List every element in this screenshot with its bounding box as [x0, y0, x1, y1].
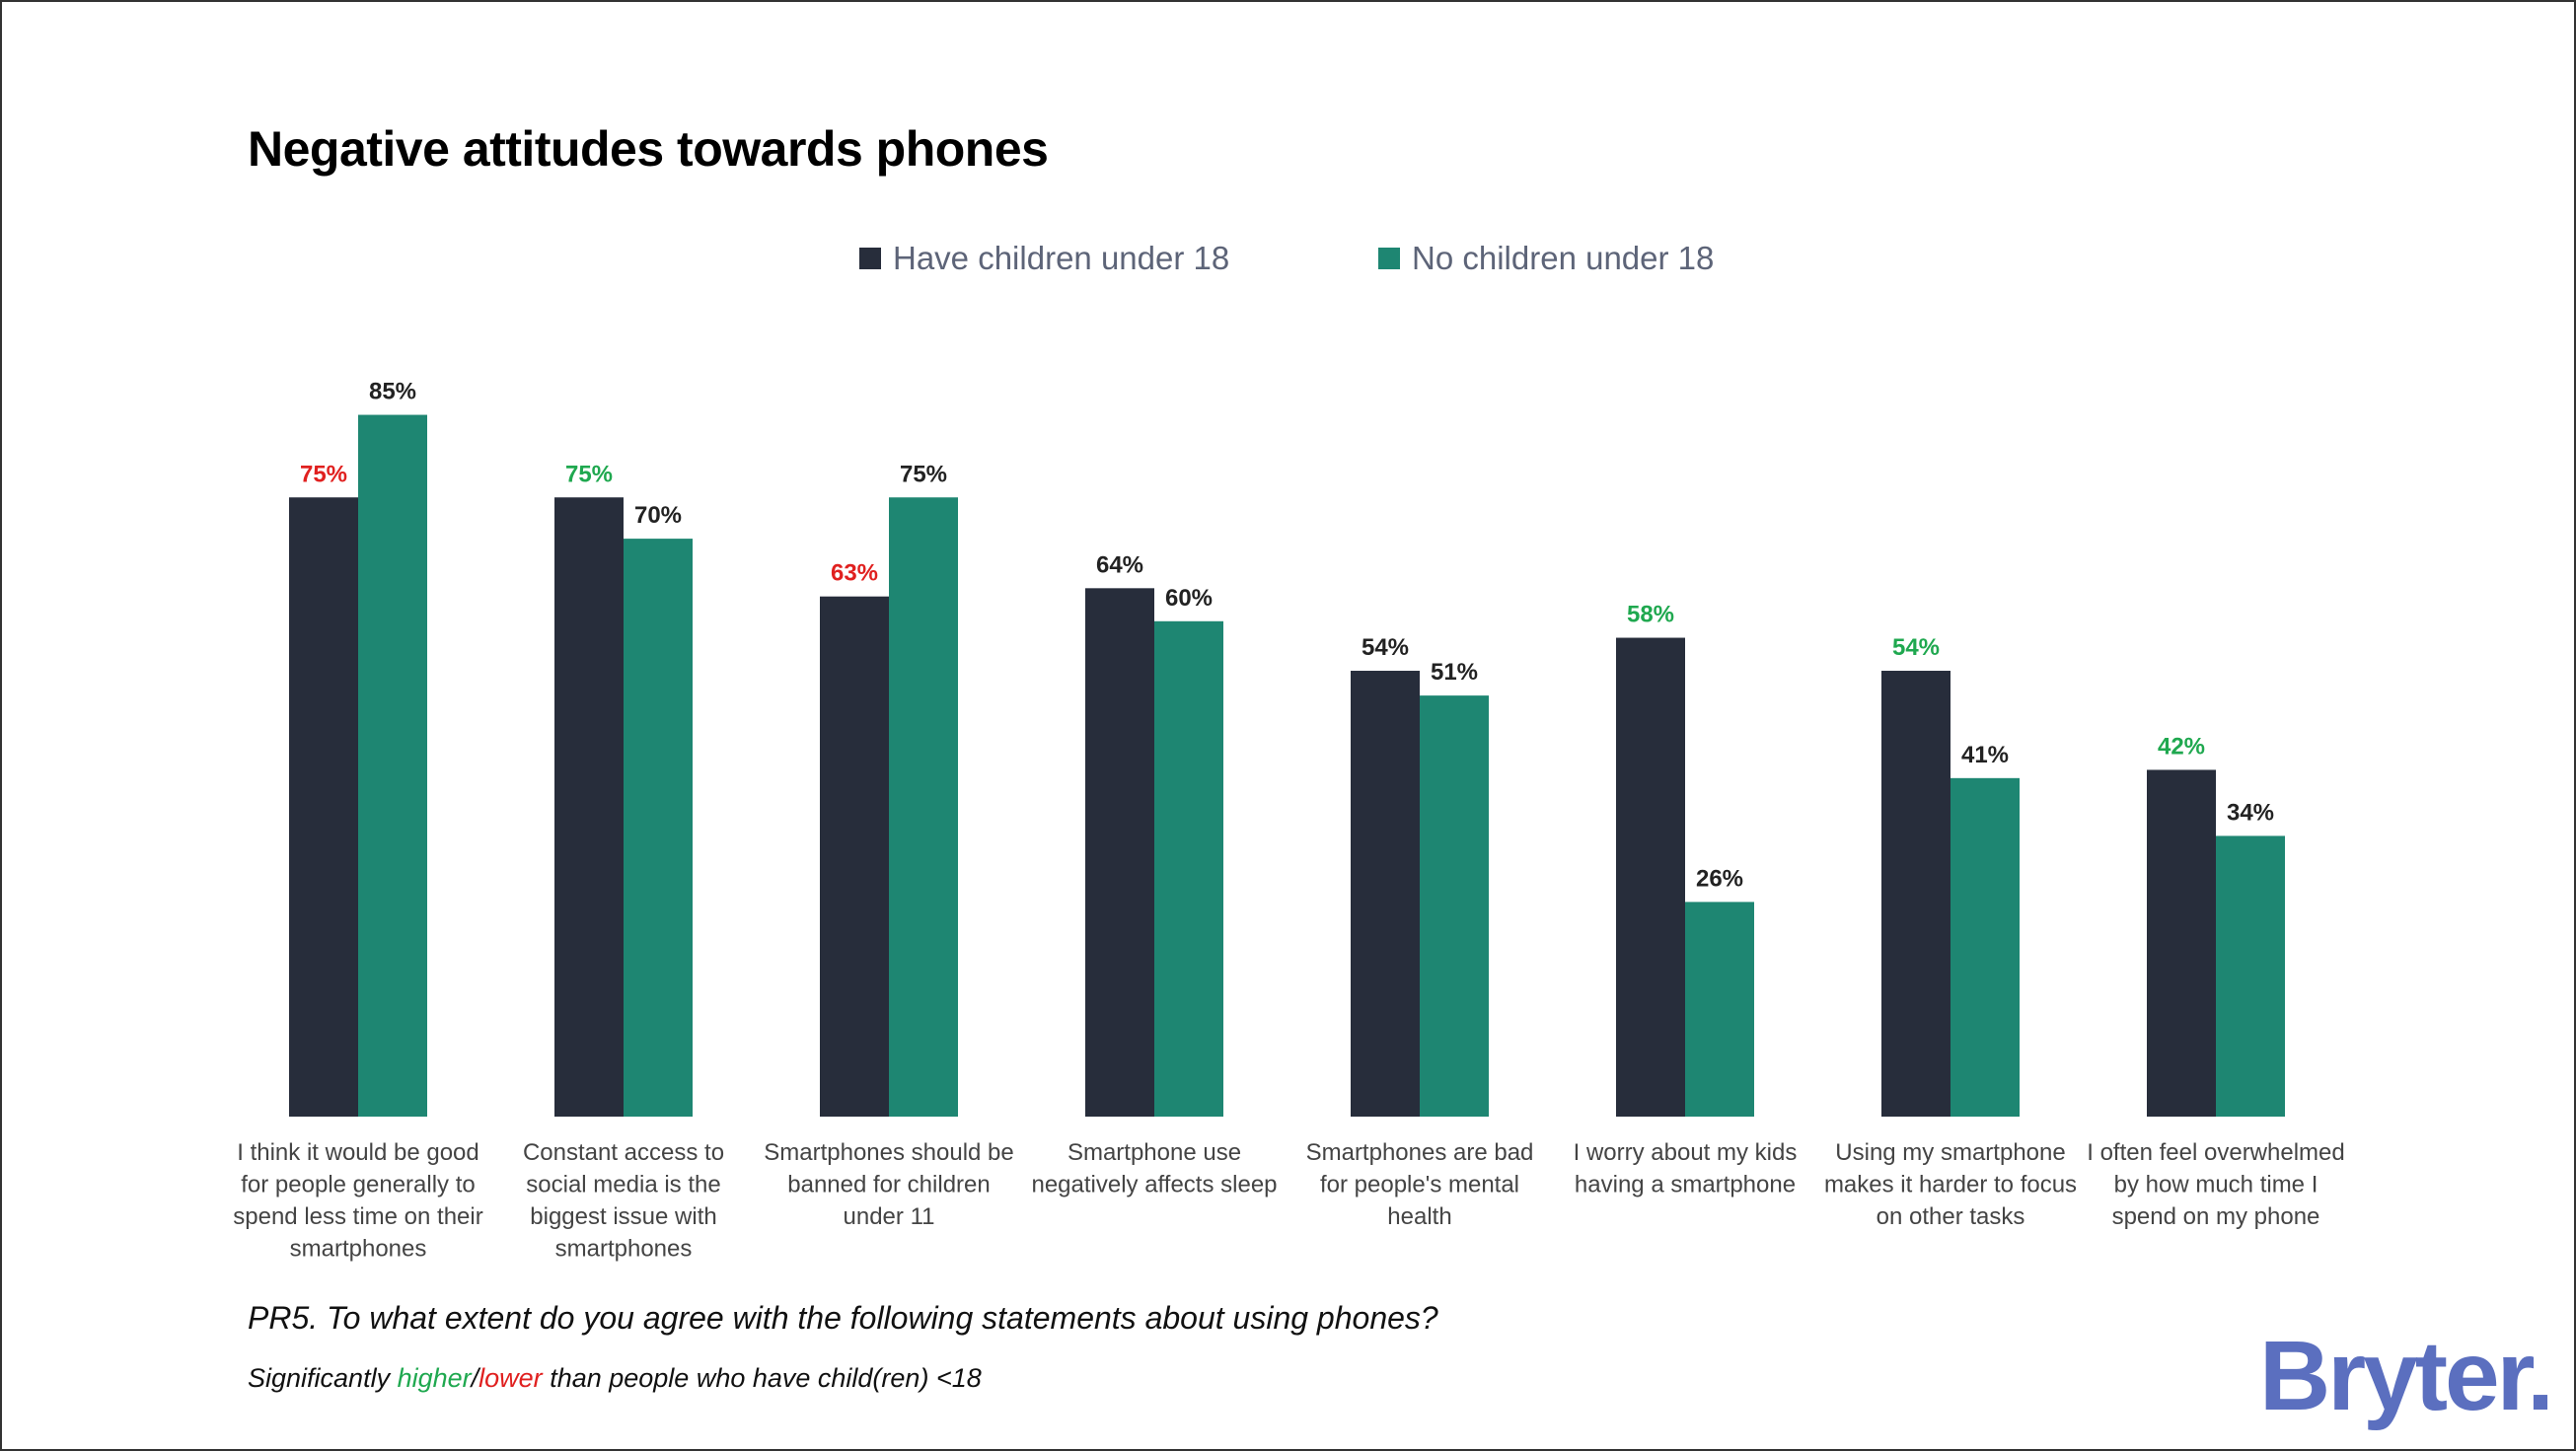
bar: [2147, 769, 2216, 1117]
data-label: 64%: [1096, 551, 1143, 578]
category-label: I often feel overwhelmed: [2087, 1139, 2344, 1166]
legend-item-have-children: Have children under 18: [859, 240, 1229, 277]
category-label: Constant access to: [523, 1139, 724, 1166]
data-label: 54%: [1892, 634, 1940, 661]
note-prefix: Significantly: [248, 1363, 398, 1393]
category-label: I think it would be good: [237, 1139, 479, 1166]
category-label: Using my smartphone: [1835, 1139, 2065, 1166]
bar: [889, 497, 958, 1117]
category-label: Smartphones should be: [764, 1139, 1014, 1166]
bar: [1881, 671, 1950, 1117]
data-label: 70%: [634, 502, 682, 529]
category-label: by how much time I: [2114, 1172, 2318, 1198]
category-label: banned for children: [787, 1172, 990, 1198]
bryter-logo: Bryter.: [2259, 1321, 2554, 1431]
bar: [358, 414, 427, 1117]
category-label: health: [1387, 1203, 1451, 1230]
data-label: 42%: [2158, 733, 2205, 760]
bar: [554, 497, 624, 1117]
data-label: 58%: [1627, 602, 1674, 628]
data-label: 75%: [300, 461, 347, 487]
category-label: social media is the: [526, 1172, 720, 1198]
bar: [1685, 902, 1754, 1117]
bar: [1420, 695, 1489, 1117]
category-label: Smartphones are bad: [1306, 1139, 1534, 1166]
category-label: having a smartphone: [1575, 1172, 1796, 1198]
category-label: makes it harder to focus: [1824, 1172, 2077, 1198]
note-higher: higher: [397, 1363, 472, 1393]
category-label: for people generally to: [241, 1172, 476, 1198]
bar: [1950, 777, 2020, 1117]
bar: [289, 497, 358, 1117]
data-label: 75%: [900, 461, 947, 487]
note-lower: lower: [478, 1363, 543, 1393]
category-label: Smartphone use: [1067, 1139, 1241, 1166]
data-label: 41%: [1961, 742, 2009, 768]
bar: [1351, 671, 1420, 1117]
bar: [1616, 637, 1685, 1117]
legend-label: No children under 18: [1412, 240, 1715, 276]
category-label: for people's mental: [1320, 1172, 1519, 1198]
category-label: smartphones: [555, 1236, 693, 1263]
category-label: I worry about my kids: [1574, 1139, 1798, 1166]
data-label: 54%: [1362, 634, 1409, 661]
survey-question: PR5. To what extent do you agree with th…: [248, 1300, 1438, 1336]
category-label: spend less time on their: [233, 1203, 482, 1230]
data-label: 51%: [1431, 659, 1478, 686]
data-label: 60%: [1165, 585, 1213, 612]
legend-swatch: [1378, 248, 1400, 269]
legend-swatch: [859, 248, 881, 269]
note-sep: /: [471, 1363, 479, 1393]
category-label: negatively affects sleep: [1031, 1172, 1277, 1198]
bar: [1154, 620, 1223, 1117]
significance-note: Significantly higher/lower than people w…: [248, 1363, 982, 1394]
category-label: spend on my phone: [2112, 1203, 2320, 1230]
data-label: 63%: [831, 560, 878, 587]
category-label: smartphones: [290, 1236, 427, 1263]
data-label: 34%: [2227, 799, 2274, 826]
legend-item-no-children: No children under 18: [1378, 240, 1714, 277]
category-label: biggest issue with: [530, 1203, 716, 1230]
data-label: 85%: [369, 379, 416, 405]
legend-label: Have children under 18: [893, 240, 1230, 276]
bar: [624, 539, 693, 1117]
note-suffix: than people who have child(ren) <18: [542, 1363, 982, 1393]
category-label: on other tasks: [1877, 1203, 2025, 1230]
bar: [820, 596, 889, 1117]
data-label: 75%: [565, 461, 613, 487]
chart-title: Negative attitudes towards phones: [248, 121, 1049, 177]
bar: [2216, 835, 2285, 1117]
category-label: under 11: [844, 1203, 935, 1230]
bar: [1085, 588, 1154, 1117]
data-label: 26%: [1696, 865, 1743, 892]
